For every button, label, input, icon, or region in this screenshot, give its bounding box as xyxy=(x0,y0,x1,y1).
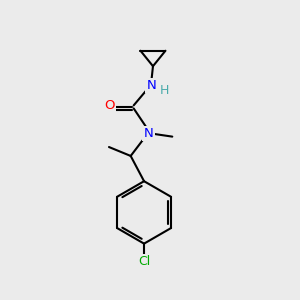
Text: N: N xyxy=(144,127,153,140)
Text: H: H xyxy=(159,84,169,98)
Text: O: O xyxy=(105,99,115,112)
Text: N: N xyxy=(147,79,156,92)
Text: Cl: Cl xyxy=(138,255,150,268)
